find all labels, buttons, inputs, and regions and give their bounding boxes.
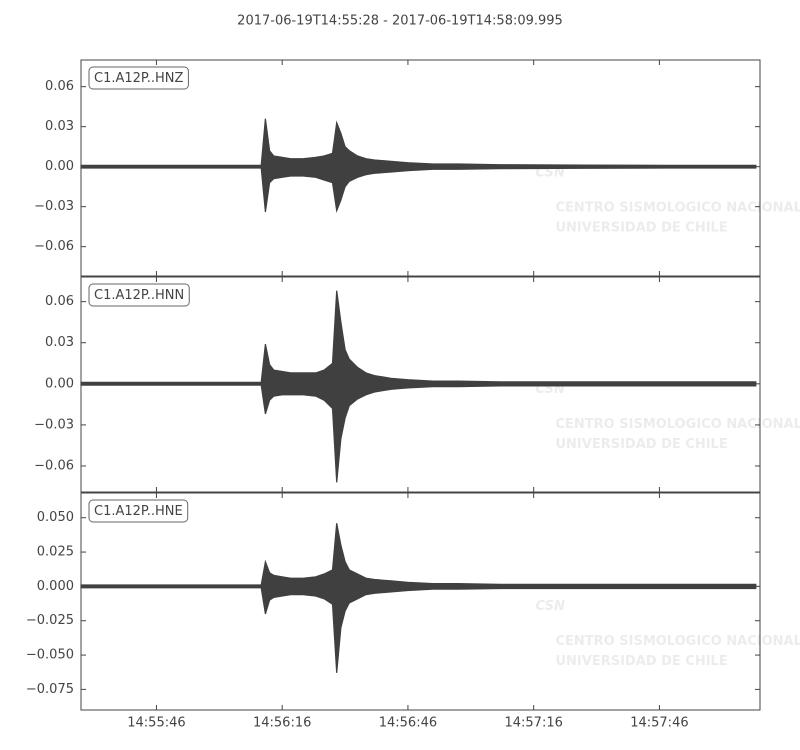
axes-frame — [80, 492, 761, 711]
watermark-text: CENTRO SISMOLOGICO NACIONAL — [556, 634, 800, 649]
y-tick-label: 0.03 — [45, 335, 74, 350]
y-tick-label: −0.03 — [34, 199, 74, 214]
x-tick-label: 14:56:46 — [379, 716, 437, 731]
x-tick-label: 14:57:16 — [504, 716, 562, 731]
watermark-logo: CSN — [536, 599, 565, 614]
waveform — [80, 290, 757, 483]
waveform — [80, 523, 757, 673]
trace-label-text: C1.A12P..HNN — [94, 288, 184, 303]
x-tick-label: 14:55:46 — [127, 716, 185, 731]
y-tick-label: −0.050 — [26, 648, 74, 663]
axes-frame — [80, 59, 761, 277]
y-tick-label: −0.03 — [34, 417, 74, 432]
y-tick-label: 0.03 — [45, 119, 74, 134]
y-tick-label: 0.000 — [37, 579, 74, 594]
y-tick-label: −0.025 — [26, 613, 74, 628]
y-tick-label: −0.075 — [26, 682, 74, 697]
x-tick-label: 14:56:16 — [253, 716, 311, 731]
watermark-text: UNIVERSIDAD DE CHILE — [556, 437, 728, 452]
trace-label-box — [88, 283, 190, 307]
watermark-text: UNIVERSIDAD DE CHILE — [556, 221, 728, 236]
y-tick-label: −0.06 — [34, 239, 74, 254]
x-tick-label: 14:57:46 — [630, 716, 688, 731]
trace-label-box — [88, 499, 189, 523]
trace-label: C1.A12P..HNZ — [88, 66, 189, 90]
trace-label: C1.A12P..HNE — [88, 499, 189, 523]
watermark-text: CENTRO SISMOLOGICO NACIONAL — [556, 201, 800, 216]
y-tick-label: 0.00 — [45, 376, 74, 391]
y-tick-label: 0.025 — [37, 545, 74, 560]
y-tick-label: 0.06 — [45, 79, 74, 94]
trace-label: C1.A12P..HNN — [88, 283, 190, 307]
watermark-text: UNIVERSIDAD DE CHILE — [556, 654, 728, 669]
y-tick-label: 0.06 — [45, 294, 74, 309]
waveform — [80, 118, 757, 214]
trace-label-text: C1.A12P..HNE — [94, 504, 183, 519]
trace-label-text: C1.A12P..HNZ — [94, 71, 183, 86]
y-tick-label: 0.00 — [45, 159, 74, 174]
y-tick-label: −0.06 — [34, 458, 74, 473]
trace-label-box — [88, 66, 189, 90]
watermark-text: CENTRO SISMOLOGICO NACIONAL — [556, 417, 800, 432]
chart-title: 2017-06-19T14:55:28 - 2017-06-19T14:58:0… — [237, 14, 563, 29]
axes-frame — [80, 276, 761, 493]
watermark-logo: CSN — [536, 166, 565, 181]
y-tick-label: 0.050 — [37, 510, 74, 525]
